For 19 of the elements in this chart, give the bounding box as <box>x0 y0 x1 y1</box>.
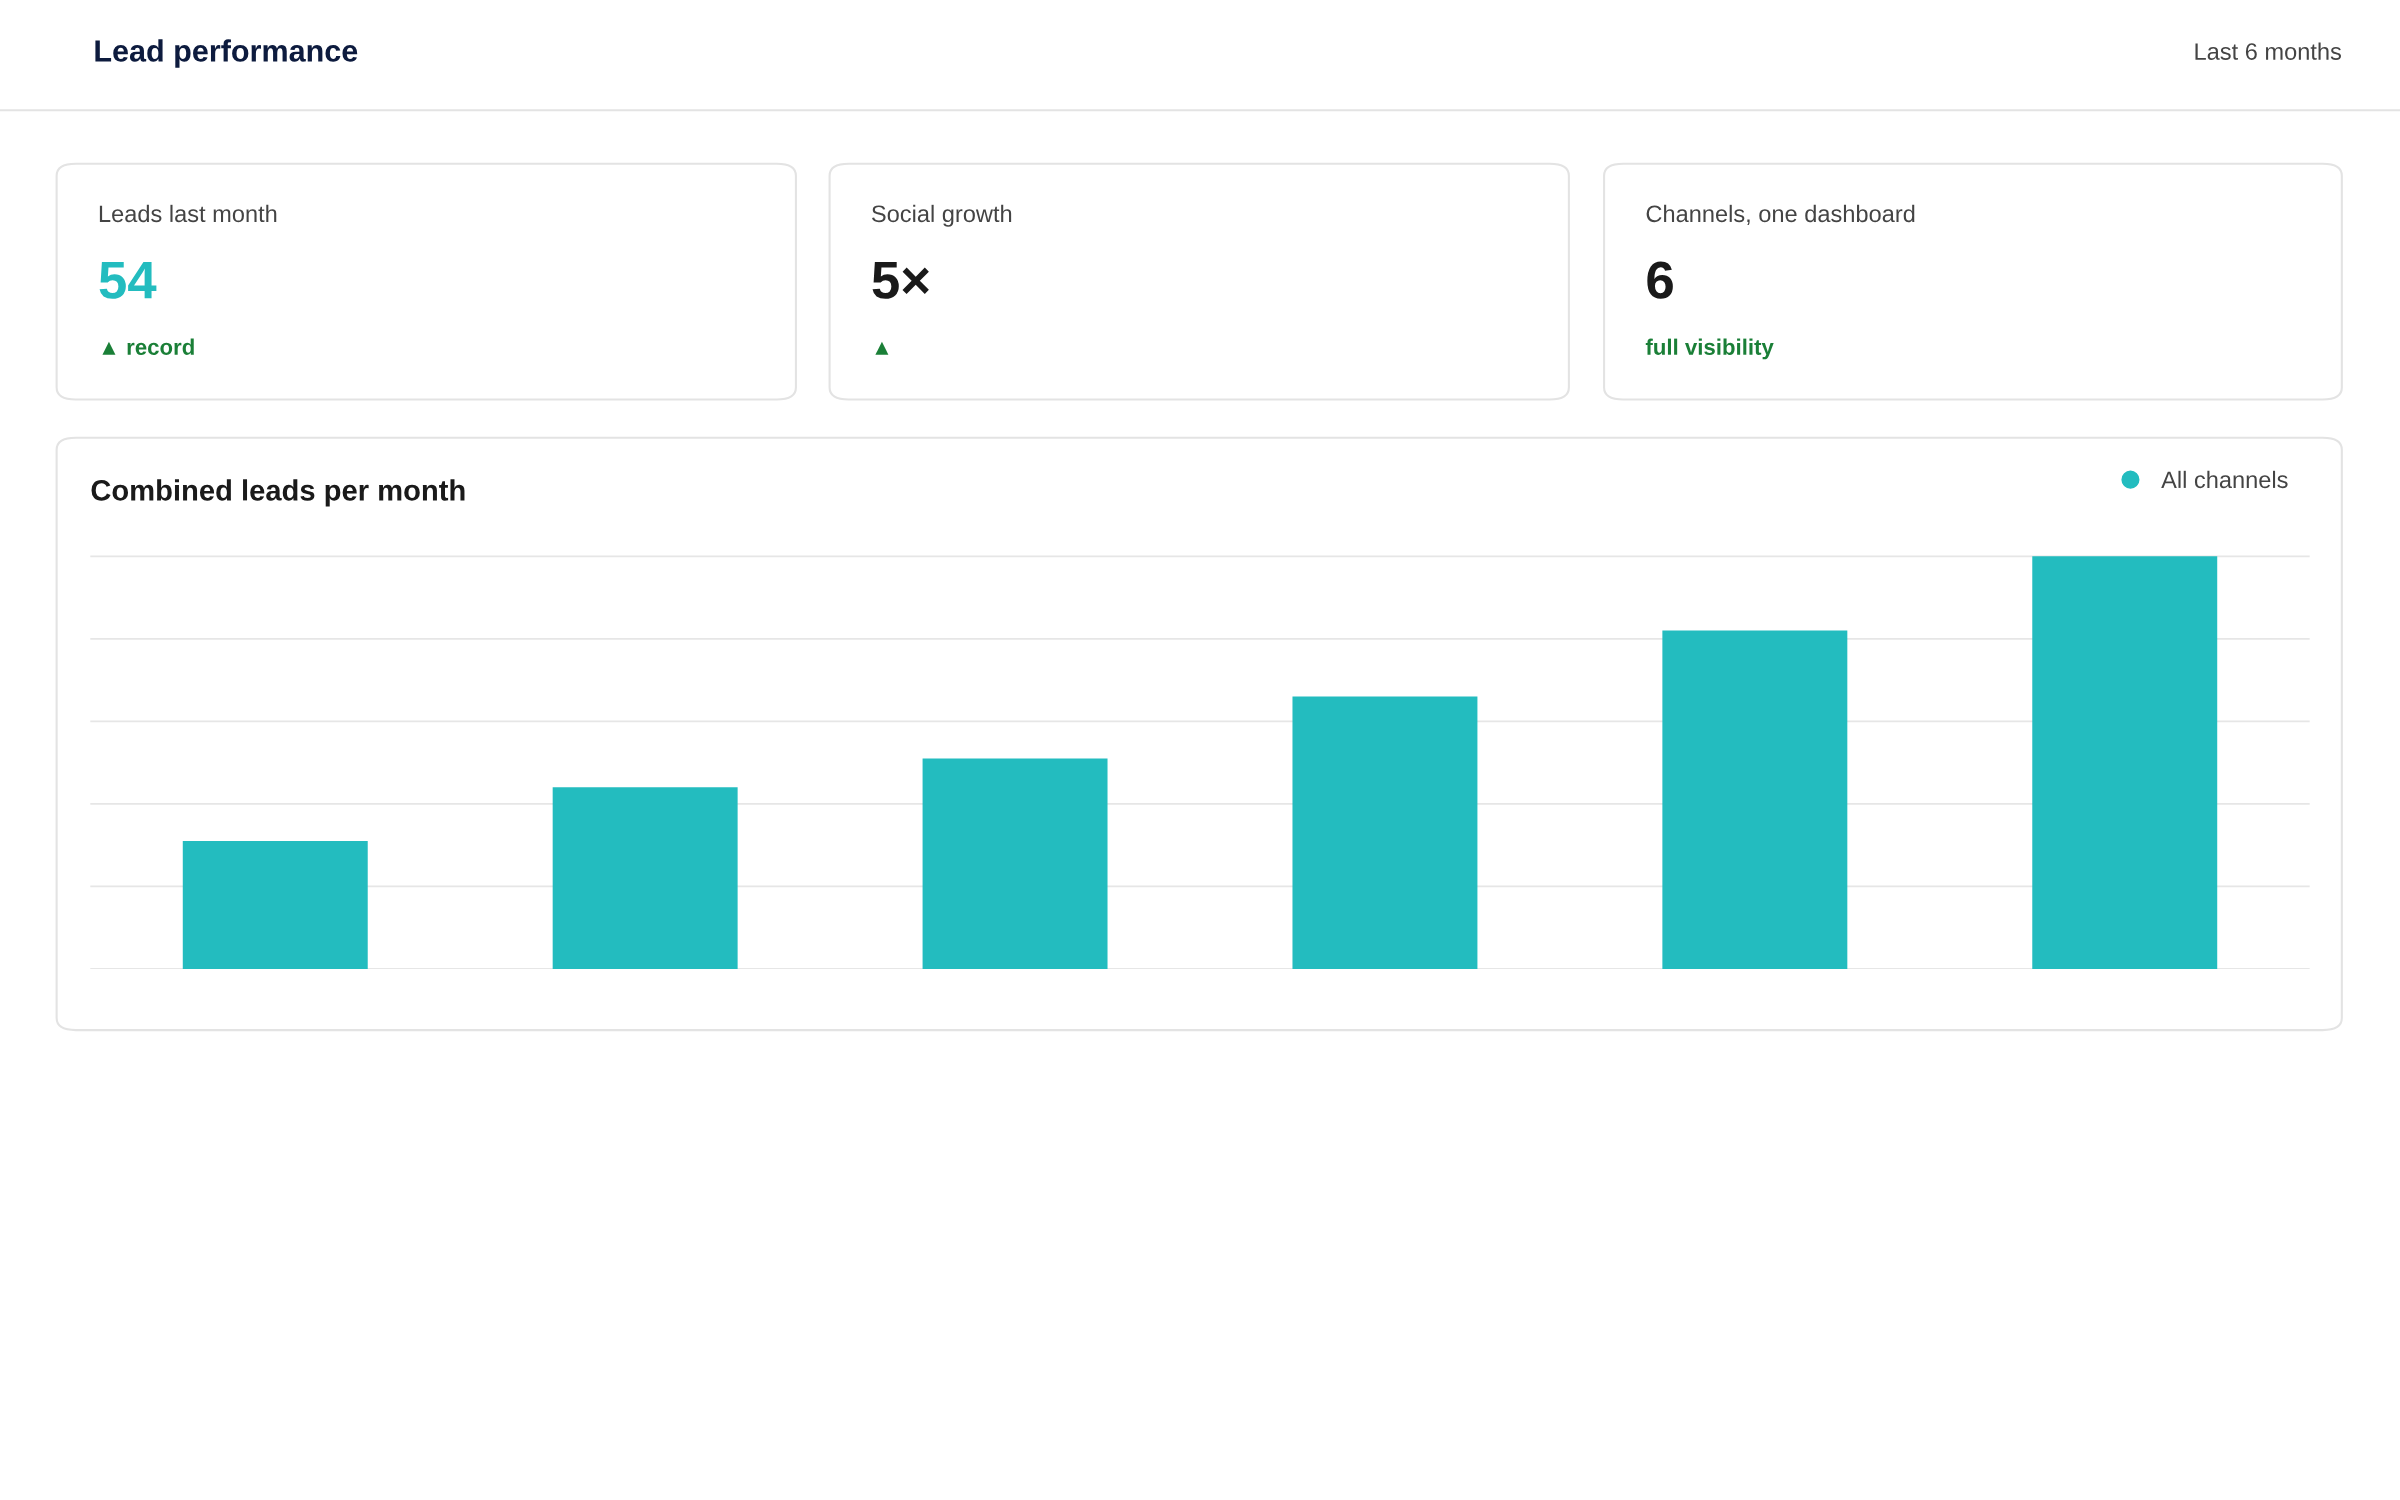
bar <box>1662 630 1848 969</box>
text: 54 <box>99 262 157 299</box>
text: Social growth <box>871 204 1012 227</box>
text: Lead performance <box>95 39 358 68</box>
text: 6 <box>1647 261 1673 299</box>
bar <box>2032 556 2218 969</box>
bar <box>1292 696 1478 969</box>
text: full visibility <box>1645 338 1774 360</box>
legend-label: All channels <box>2161 470 2288 489</box>
bar <box>552 787 738 969</box>
text: ▲ record <box>102 338 194 355</box>
text: Last 6 months <box>2195 42 2341 60</box>
bar <box>182 840 368 969</box>
text: Leads last month <box>99 204 277 223</box>
text: ▲ <box>875 341 889 355</box>
bar <box>922 758 1108 969</box>
text: Channels, one dashboard <box>1646 204 1915 225</box>
chart-title: Combined leads per month <box>91 479 465 507</box>
text: 5× <box>872 262 929 299</box>
